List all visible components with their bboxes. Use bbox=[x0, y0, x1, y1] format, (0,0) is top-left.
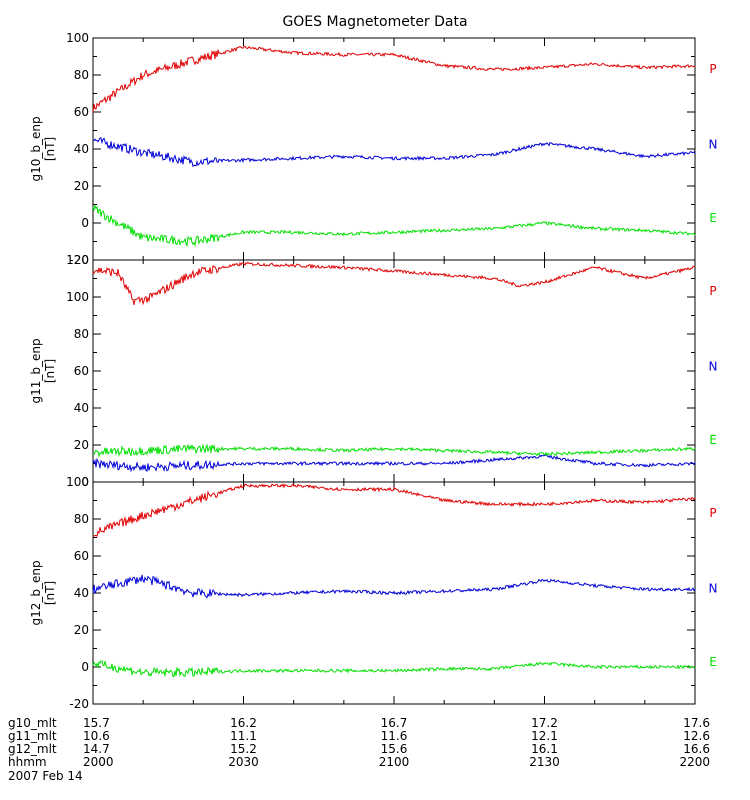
x-tick-label: 2000 bbox=[83, 755, 114, 769]
y-tick-label: 80 bbox=[74, 327, 89, 341]
series-line-p bbox=[92, 261, 696, 306]
series-label-n: N bbox=[709, 582, 718, 596]
x-tick-label: 15.2 bbox=[230, 742, 257, 756]
y-axis-label: g10_b_enp bbox=[29, 116, 43, 181]
y-axis-unit: [nT] bbox=[43, 137, 57, 161]
y-tick-label: 60 bbox=[74, 549, 89, 563]
x-axis-row-label: g10_mlt bbox=[8, 716, 57, 730]
date-label: 2007 Feb 14 bbox=[8, 769, 83, 783]
series-line-e bbox=[92, 204, 696, 248]
x-tick-label: 17.2 bbox=[531, 716, 558, 730]
series-label-e: E bbox=[709, 211, 717, 225]
panel-frame bbox=[92, 37, 696, 261]
y-tick-label: 40 bbox=[74, 586, 89, 600]
x-tick-label: 2030 bbox=[228, 755, 259, 769]
y-axis-label: g11_b_enp bbox=[29, 338, 43, 403]
x-tick-label: 16.6 bbox=[683, 742, 710, 756]
y-tick-label: 0 bbox=[81, 216, 89, 230]
y-axis-unit: [nT] bbox=[43, 581, 57, 605]
x-axis-row-label: g12_mlt bbox=[8, 742, 57, 756]
y-tick-label: 60 bbox=[74, 364, 89, 378]
x-tick-label: 12.6 bbox=[683, 729, 710, 743]
x-tick-label: 10.6 bbox=[83, 729, 110, 743]
x-tick-label: 14.7 bbox=[83, 742, 110, 756]
x-tick-label: 16.7 bbox=[381, 716, 408, 730]
y-tick-label: 40 bbox=[74, 401, 89, 415]
x-tick-label: 2200 bbox=[679, 755, 710, 769]
panel-frame bbox=[92, 259, 696, 483]
y-tick-label: 80 bbox=[74, 512, 89, 526]
series-label-p: P bbox=[709, 62, 716, 76]
x-tick-label: 2130 bbox=[529, 755, 560, 769]
series-line-p bbox=[92, 45, 696, 113]
series-line-e bbox=[92, 660, 696, 678]
series-line-e bbox=[92, 443, 696, 458]
series-line-p bbox=[92, 483, 696, 538]
x-tick-label: 17.6 bbox=[683, 716, 710, 730]
y-axis-unit: [nT] bbox=[43, 359, 57, 383]
y-axis-label: g12_b_enp bbox=[29, 560, 43, 625]
series-label-e: E bbox=[709, 433, 717, 447]
series-label-e: E bbox=[709, 655, 717, 669]
y-tick-label: 40 bbox=[74, 142, 89, 156]
y-tick-label: 120 bbox=[66, 253, 89, 267]
x-axis-row-label: hhmm bbox=[8, 755, 47, 769]
series-line-n bbox=[92, 574, 696, 599]
x-tick-label: 15.7 bbox=[83, 716, 110, 730]
series-line-n bbox=[92, 137, 696, 168]
x-tick-label: 16.1 bbox=[531, 742, 558, 756]
y-tick-label: 20 bbox=[74, 623, 89, 637]
x-tick-label: 2100 bbox=[379, 755, 410, 769]
series-label-p: P bbox=[709, 284, 716, 298]
y-tick-label: 60 bbox=[74, 105, 89, 119]
series-line-n bbox=[92, 454, 696, 473]
y-tick-label: 0 bbox=[81, 475, 89, 489]
y-tick-label: -20 bbox=[69, 697, 89, 711]
x-tick-label: 11.1 bbox=[230, 729, 257, 743]
y-tick-label: 0 bbox=[81, 660, 89, 674]
series-label-p: P bbox=[709, 506, 716, 520]
y-tick-label: 100 bbox=[66, 290, 89, 304]
series-label-n: N bbox=[709, 138, 718, 152]
x-tick-label: 11.6 bbox=[381, 729, 408, 743]
x-tick-label: 16.2 bbox=[230, 716, 257, 730]
y-tick-label: 20 bbox=[74, 438, 89, 452]
y-tick-label: 80 bbox=[74, 68, 89, 82]
y-tick-label: 100 bbox=[66, 31, 89, 45]
y-tick-label: 100 bbox=[66, 475, 89, 489]
y-tick-label: 20 bbox=[74, 179, 89, 193]
chart-title: GOES Magnetometer Data bbox=[282, 14, 468, 30]
x-axis-row-label: g11_mlt bbox=[8, 729, 57, 743]
y-tick-label: -20 bbox=[69, 253, 89, 267]
series-label-n: N bbox=[709, 360, 718, 374]
x-tick-label: 12.1 bbox=[531, 729, 558, 743]
x-tick-label: 15.6 bbox=[381, 742, 408, 756]
